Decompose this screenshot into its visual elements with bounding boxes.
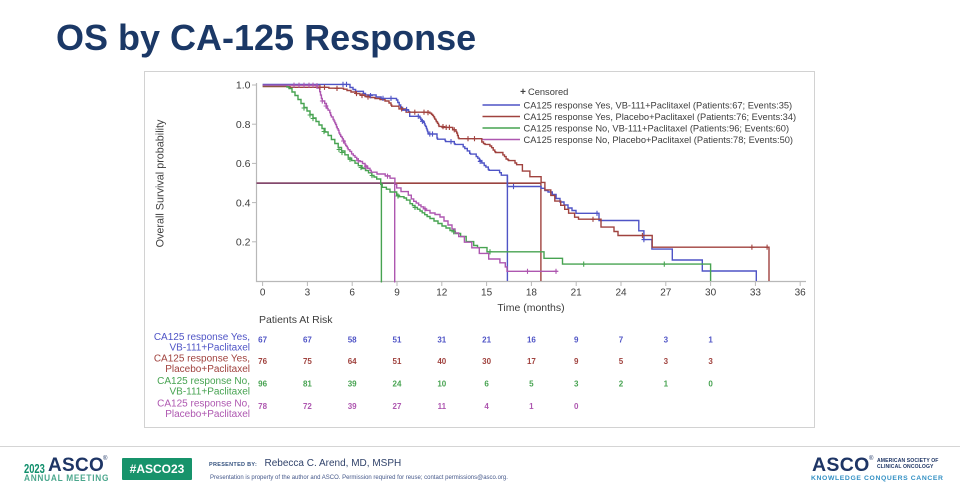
svg-text:15: 15 [481,288,493,299]
svg-text:30: 30 [482,357,491,366]
svg-text:67: 67 [258,335,267,344]
svg-text:0.8: 0.8 [236,119,251,131]
svg-text:0: 0 [260,288,266,299]
svg-text:3: 3 [664,357,669,366]
svg-text:9: 9 [574,357,579,366]
svg-text:Placebo+Paclitaxel: Placebo+Paclitaxel [165,409,250,420]
svg-text:18: 18 [526,288,538,299]
svg-text:CA125 response Yes, Placebo+Pa: CA125 response Yes, Placebo+Paclitaxel (… [524,112,797,122]
svg-text:39: 39 [348,402,357,411]
svg-text:0.2: 0.2 [236,237,251,249]
svg-text:58: 58 [348,335,357,344]
svg-text:51: 51 [393,335,402,344]
svg-text:Censored: Censored [528,87,568,97]
svg-text:27: 27 [660,288,672,299]
svg-text:24: 24 [393,379,402,388]
svg-text:11: 11 [438,402,447,411]
svg-text:7: 7 [619,335,624,344]
svg-text:CA125 response No,: CA125 response No, [157,376,250,387]
svg-text:3: 3 [574,379,579,388]
svg-text:CA125 response Yes,: CA125 response Yes, [154,332,250,343]
svg-text:51: 51 [393,357,402,366]
svg-text:31: 31 [437,335,446,344]
svg-text:CA125 response No, VB-111+Pacl: CA125 response No, VB-111+Paclitaxel (Pa… [524,123,790,133]
svg-text:6: 6 [484,379,489,388]
svg-text:1: 1 [708,335,713,344]
svg-text:1: 1 [664,379,669,388]
svg-text:40: 40 [437,357,446,366]
svg-text:Time (months): Time (months) [497,302,564,314]
svg-text:21: 21 [482,335,491,344]
svg-text:CA125 response No,: CA125 response No, [157,399,250,410]
svg-text:CA125 response No, Placebo+Pac: CA125 response No, Placebo+Paclitaxel (P… [524,135,794,145]
svg-text:VB-111+Paclitaxel: VB-111+Paclitaxel [169,343,250,354]
svg-text:5: 5 [619,357,624,366]
svg-text:72: 72 [303,402,312,411]
svg-text:2: 2 [619,379,624,388]
svg-text:1.0: 1.0 [236,80,251,92]
svg-text:0: 0 [574,402,579,411]
svg-text:Placebo+Paclitaxel: Placebo+Paclitaxel [165,364,250,375]
svg-text:75: 75 [303,357,312,366]
svg-text:3: 3 [305,288,311,299]
svg-text:CA125 response Yes,: CA125 response Yes, [154,354,250,365]
svg-text:VB-111+Paclitaxel: VB-111+Paclitaxel [169,387,250,398]
svg-text:64: 64 [348,357,357,366]
svg-text:9: 9 [574,335,579,344]
svg-text:39: 39 [348,379,357,388]
svg-text:27: 27 [393,402,402,411]
svg-text:17: 17 [527,357,536,366]
svg-text:81: 81 [303,379,312,388]
svg-text:30: 30 [705,288,717,299]
svg-text:0.4: 0.4 [236,197,251,209]
svg-text:4: 4 [484,402,489,411]
svg-text:76: 76 [258,357,267,366]
svg-text:6: 6 [349,288,355,299]
svg-text:16: 16 [527,335,536,344]
svg-text:Overall Survival probability: Overall Survival probability [155,119,167,247]
svg-text:0: 0 [708,379,713,388]
svg-text:12: 12 [436,288,448,299]
svg-text:21: 21 [571,288,583,299]
svg-text:9: 9 [394,288,400,299]
svg-text:67: 67 [303,335,312,344]
svg-text:5: 5 [529,379,534,388]
svg-text:Patients At Risk: Patients At Risk [259,314,333,326]
svg-text:3: 3 [664,335,669,344]
svg-text:0.6: 0.6 [236,158,251,170]
svg-text:1: 1 [529,402,534,411]
svg-text:96: 96 [258,379,267,388]
svg-text:3: 3 [708,357,713,366]
svg-text:33: 33 [750,288,762,299]
svg-text:10: 10 [437,379,446,388]
svg-text:CA125 response Yes, VB-111+Pac: CA125 response Yes, VB-111+Paclitaxel (P… [524,100,793,110]
svg-text:24: 24 [615,288,627,299]
svg-text:36: 36 [795,288,807,299]
svg-text:78: 78 [258,402,267,411]
